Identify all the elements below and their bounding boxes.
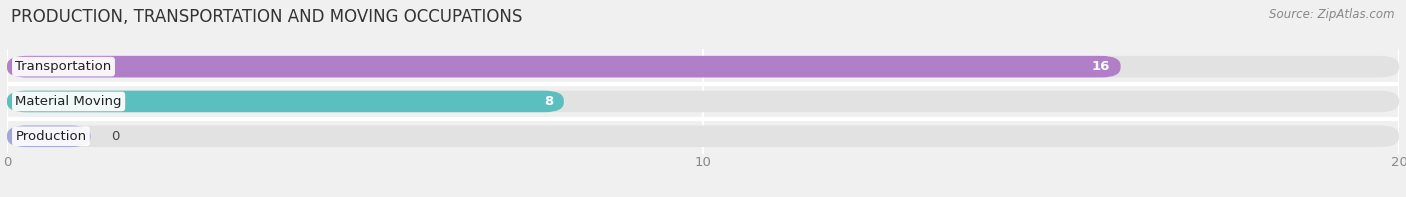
Text: Transportation: Transportation bbox=[15, 60, 111, 73]
Text: Material Moving: Material Moving bbox=[15, 95, 122, 108]
FancyBboxPatch shape bbox=[7, 125, 90, 147]
FancyBboxPatch shape bbox=[7, 91, 564, 112]
Text: 0: 0 bbox=[111, 130, 120, 143]
Text: Production: Production bbox=[15, 130, 87, 143]
FancyBboxPatch shape bbox=[7, 56, 1121, 77]
FancyBboxPatch shape bbox=[7, 91, 1399, 112]
Text: 16: 16 bbox=[1092, 60, 1111, 73]
Text: Source: ZipAtlas.com: Source: ZipAtlas.com bbox=[1270, 8, 1395, 21]
FancyBboxPatch shape bbox=[7, 125, 1399, 147]
FancyBboxPatch shape bbox=[7, 56, 1399, 77]
Text: 8: 8 bbox=[544, 95, 554, 108]
Text: PRODUCTION, TRANSPORTATION AND MOVING OCCUPATIONS: PRODUCTION, TRANSPORTATION AND MOVING OC… bbox=[11, 8, 523, 26]
